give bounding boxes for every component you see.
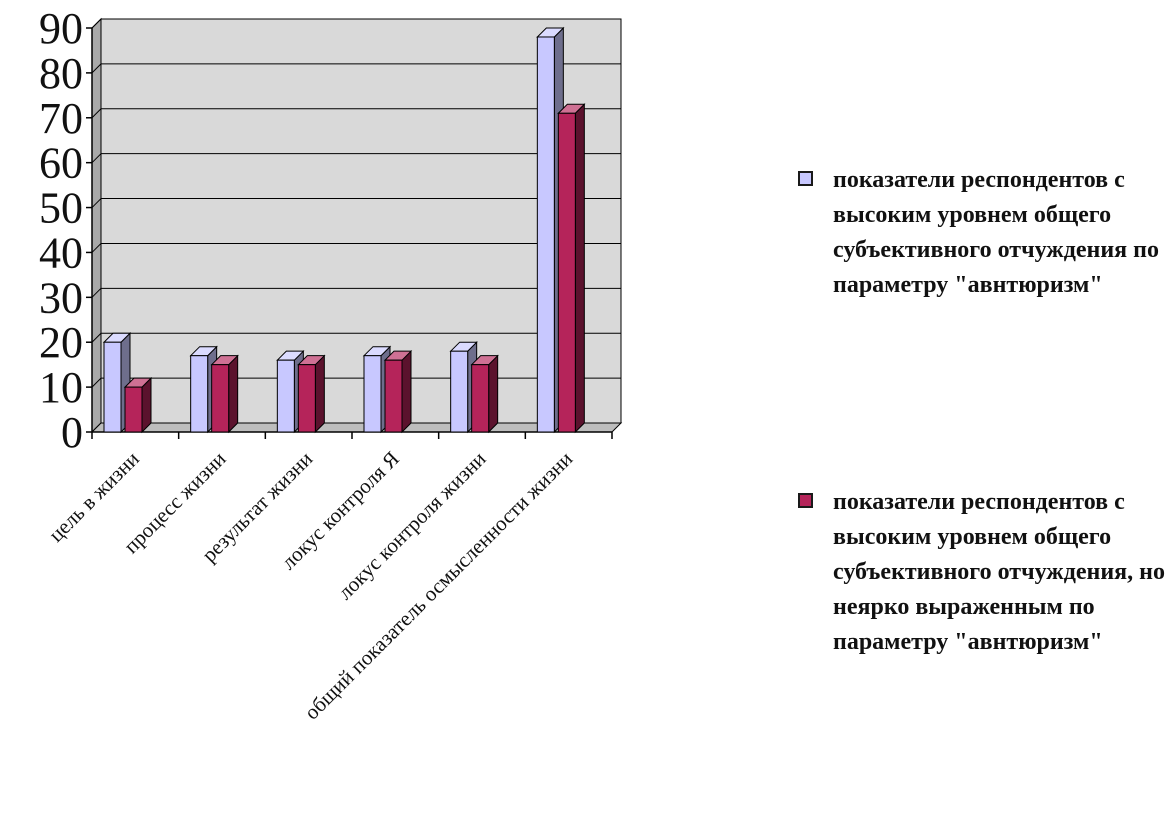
legend-label-series-1: показатели респондентов с высоким уровне… (833, 167, 1159, 298)
gridline-depth (91, 63, 102, 74)
plot-back-wall (100, 18, 622, 424)
y-tick-label: 20 (39, 318, 83, 367)
bar-side-2 (314, 354, 325, 434)
y-tick-label: 30 (39, 273, 83, 322)
gridline-depth (91, 198, 102, 208)
y-tick-label: 40 (39, 228, 83, 277)
gridline-depth (91, 243, 102, 253)
y-tick-label: 60 (39, 139, 83, 188)
y-tick-label: 10 (39, 363, 83, 412)
plot-side-wall (91, 17, 102, 434)
bar-series-2 (384, 359, 403, 433)
y-tick-label: 90 (39, 4, 83, 53)
bar-series-2 (557, 112, 576, 433)
gridline-depth (91, 153, 102, 164)
legend-label-series-2: показатели респондентов с высоким уровне… (833, 489, 1165, 655)
legend-swatch-series-2 (798, 493, 813, 508)
bar-series-1 (536, 36, 555, 433)
y-tick-label: 80 (39, 49, 83, 98)
bar-side-2 (228, 354, 239, 434)
bar-series-2 (471, 364, 490, 433)
gridline-depth (91, 18, 102, 29)
bar-series-1 (103, 341, 122, 433)
y-tick-label: 70 (39, 94, 83, 143)
bar-side-2 (574, 103, 585, 434)
bar-series-1 (363, 355, 382, 433)
bar-series-1 (190, 355, 209, 433)
bar-side-2 (401, 349, 412, 434)
gridline-depth (91, 287, 102, 298)
bar-series-1 (276, 359, 295, 433)
gridline-depth (91, 377, 102, 388)
bar-series-2 (297, 364, 316, 433)
bar-series-2 (124, 386, 143, 433)
x-tick-label: локус контроля жизни (333, 447, 491, 605)
y-tick-label: 50 (39, 184, 83, 233)
gridline-depth (91, 332, 102, 343)
bar-series-1 (450, 350, 469, 433)
legend-swatch-series-1 (798, 171, 813, 186)
gridline-depth (91, 108, 102, 119)
y-tick-label: 0 (61, 408, 83, 457)
bar-side-2 (488, 354, 499, 434)
bar-series-2 (211, 364, 230, 433)
